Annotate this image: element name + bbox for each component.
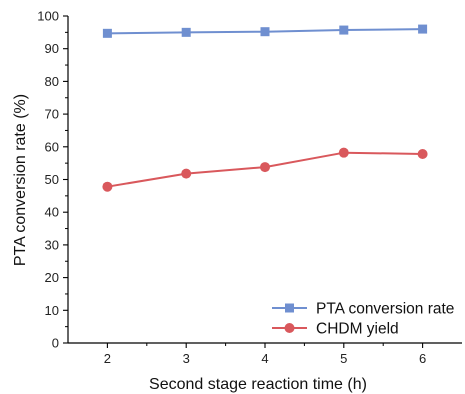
circle-point: [417, 148, 428, 159]
y-axis-title: PTA conversion rate (%): [12, 94, 29, 266]
legend: PTA conversion rate CHDM yield: [272, 301, 454, 338]
legend-label: PTA conversion rate: [316, 301, 454, 318]
x-axis-title: Second stage reaction time (h): [149, 376, 367, 393]
y-tick-label: 70: [45, 107, 59, 122]
x-tick-label: 4: [261, 351, 268, 366]
axes-layer: 0 10 20 30 40 50 60 70 80 90 100 2 3 4 5 6: [37, 9, 462, 366]
square-point: [181, 27, 191, 37]
square-point: [339, 25, 349, 35]
y-tick-label: 10: [45, 303, 59, 318]
square-point: [418, 24, 428, 34]
y-tick-label: 50: [45, 172, 59, 187]
legend-item-1: PTA conversion rate: [272, 301, 454, 318]
legend-marker: [285, 303, 294, 313]
circle-point: [260, 162, 270, 173]
x-tick-label: 2: [104, 351, 111, 366]
circle-point: [338, 147, 349, 158]
y-tick-label: 0: [52, 336, 59, 351]
series-layer: [102, 24, 428, 192]
series-1: [102, 24, 428, 38]
x-tick-label: 5: [340, 351, 347, 366]
circle-point: [181, 168, 192, 179]
circle-point: [102, 181, 113, 192]
square-point: [102, 28, 112, 38]
y-tick-label: 40: [45, 205, 59, 220]
x-tick-label: 3: [183, 351, 190, 366]
square-point: [260, 27, 270, 37]
y-tick-label: 90: [45, 41, 59, 56]
y-tick-label: 80: [45, 74, 59, 89]
series-2: [102, 147, 428, 192]
legend-label: CHDM yield: [316, 321, 399, 338]
y-tick-label: 100: [37, 9, 59, 24]
legend-marker: [284, 323, 295, 333]
y-tick-label: 60: [45, 139, 59, 154]
x-tick-label: 6: [419, 351, 426, 366]
legend-item-2: CHDM yield: [272, 321, 399, 338]
y-tick-label: 20: [45, 270, 59, 285]
y-tick-label: 30: [45, 237, 59, 252]
